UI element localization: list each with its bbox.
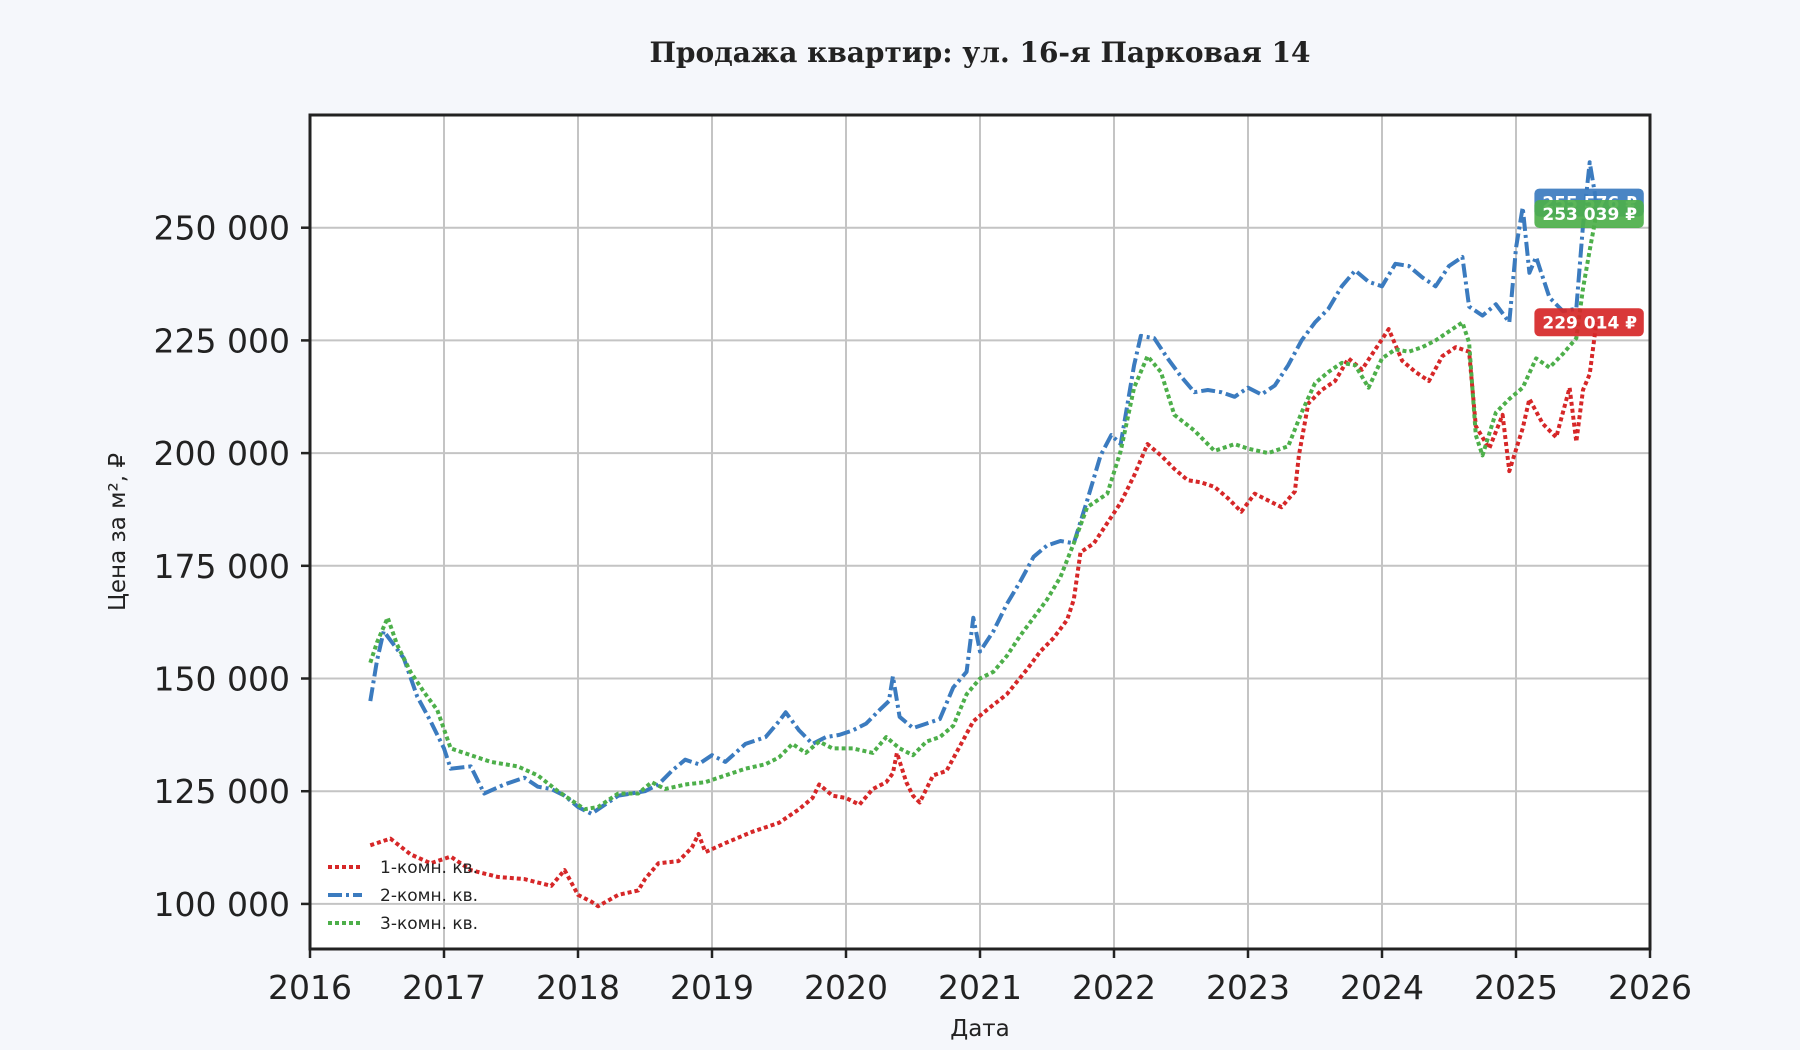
end-value-badges: 229 014 ₽255 576 ₽253 039 ₽ xyxy=(1534,188,1644,337)
end-value-badge: 253 039 ₽ xyxy=(1542,205,1637,225)
chart-title: Продажа квартир: ул. 16-я Парковая 14 xyxy=(649,36,1310,69)
y-tick-label: 150 000 xyxy=(154,660,290,699)
y-tick-label: 175 000 xyxy=(154,547,290,586)
y-tick-label: 200 000 xyxy=(154,434,290,473)
x-tick-label: 2025 xyxy=(1474,968,1558,1007)
x-tick-label: 2023 xyxy=(1206,968,1290,1007)
x-tick-label: 2019 xyxy=(670,968,754,1007)
x-tick-label: 2021 xyxy=(938,968,1022,1007)
legend: 1-комн. кв. 2-комн. кв. 3-комн. кв. xyxy=(328,858,478,934)
y-axis-label: Цена за м², ₽ xyxy=(105,453,131,611)
x-tick-label: 2024 xyxy=(1340,968,1424,1007)
end-value-badge-bg xyxy=(1534,308,1644,337)
series-line-2 xyxy=(368,160,1599,816)
x-tick-label: 2020 xyxy=(804,968,888,1007)
x-tick-label: 2026 xyxy=(1608,968,1692,1007)
y-tick-label: 225 000 xyxy=(154,321,290,360)
y-tick-label: 125 000 xyxy=(154,772,290,811)
y-tick-label: 100 000 xyxy=(154,885,290,924)
end-value-badge: 229 014 ₽ xyxy=(1542,313,1637,333)
legend-label: 1-комн. кв. xyxy=(380,858,478,878)
x-tick-label: 2022 xyxy=(1072,968,1156,1007)
x-axis: 2016 2017 2018 2019 2020 2021 2022 2023 2024 2025… xyxy=(268,949,1692,1007)
legend-label: 2-комн. кв. xyxy=(380,886,478,906)
end-value-badge-bg xyxy=(1534,200,1644,229)
series-line-1 xyxy=(369,322,1599,909)
y-tick-label: 250 000 xyxy=(154,209,290,248)
series-layer xyxy=(368,160,1599,909)
x-tick-label: 2016 xyxy=(268,968,352,1007)
x-tick-label: 2018 xyxy=(536,968,620,1007)
x-tick-label: 2017 xyxy=(402,968,486,1007)
x-axis-label: Дата xyxy=(950,1016,1010,1042)
legend-label: 3-комн. кв. xyxy=(380,914,478,934)
series-line-3 xyxy=(368,213,1599,812)
y-axis: 100 000 125 000 150 000 175 000 200 000 225 0… xyxy=(154,209,310,924)
